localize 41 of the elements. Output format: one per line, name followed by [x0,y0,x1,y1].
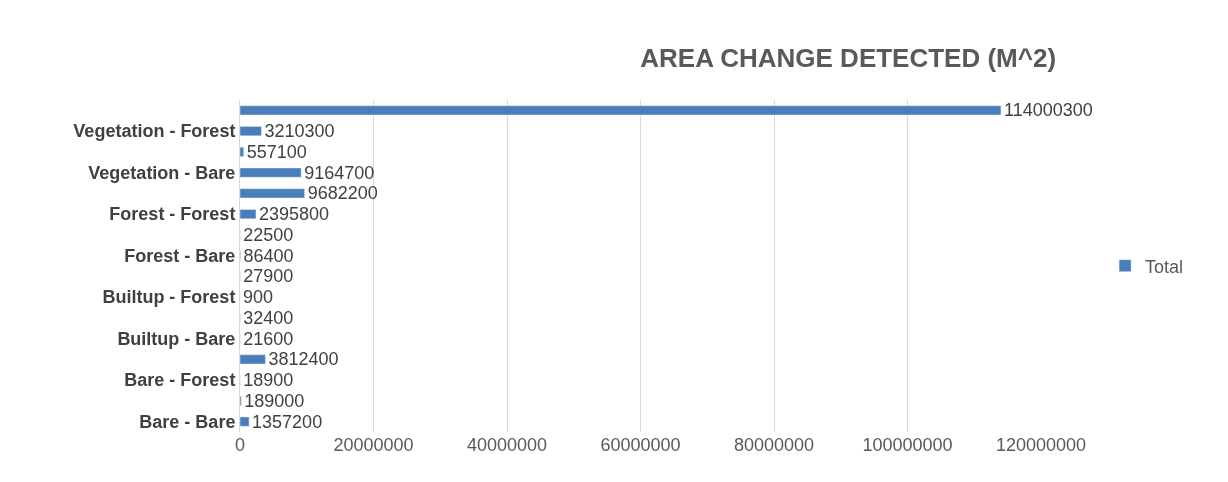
chart-title: AREA CHANGE DETECTED (M^2) [640,42,1057,73]
data-label: 3210300 [264,121,335,142]
y-tick-label: Bare - Forest [124,370,236,391]
y-tick-label: Builtup - Forest [102,287,236,308]
data-label: 22500 [243,224,294,245]
bar [240,105,1002,116]
data-label: 9682200 [307,183,378,204]
data-label: 86400 [243,245,294,266]
y-tick-label: Builtup - Bare [117,328,236,349]
y-tick-label: Forest - Forest [109,204,236,225]
data-label: 21600 [243,328,294,349]
x-tick-label: 60000000 [600,435,681,455]
data-label: 32400 [243,307,294,328]
x-tick-label: 20000000 [333,435,414,455]
data-label: 557100 [246,141,307,162]
y-tick-label: Vegetation - Bare [88,162,236,183]
data-label: 189000 [244,390,305,411]
legend-label: Total [1145,256,1184,277]
y-tick-label: Forest - Bare [124,245,236,266]
data-label: 900 [243,287,274,308]
y-tick-label: Bare - Bare [139,411,236,432]
bar [240,188,305,199]
bar [240,209,257,220]
x-tick-label: 40000000 [466,435,548,455]
bar [240,146,244,157]
x-tick-label: 0 [234,435,246,455]
data-label: 1357200 [252,411,323,432]
bar [240,167,302,178]
data-label: 9164700 [304,162,375,183]
x-tick-label: 100000000 [862,435,953,455]
data-label: 114000300 [1003,100,1093,121]
y-tick-label: Vegetation - Forest [73,121,236,142]
bar [240,126,262,137]
data-label: 3812400 [268,349,339,370]
data-label: 27900 [243,266,294,287]
x-tick-label: 80000000 [733,435,815,455]
data-label: 2395800 [258,204,330,225]
bar [240,416,250,427]
data-label: 18900 [243,370,294,391]
bar [240,354,266,365]
x-tick-label: 120000000 [995,435,1087,455]
